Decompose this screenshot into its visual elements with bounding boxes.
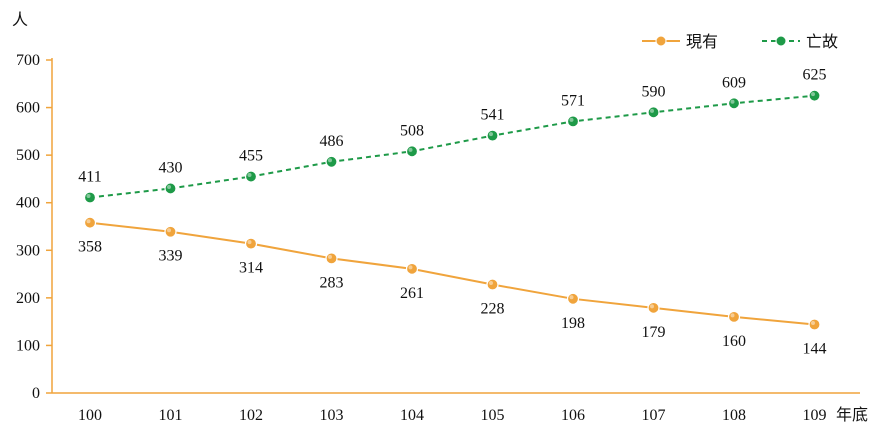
axes (46, 58, 860, 394)
x-tick-label: 107 (642, 407, 666, 424)
x-axis-label: 年底 (836, 405, 868, 424)
data-point-highlight (650, 108, 654, 113)
series-1: 358 339 314 283 261 228 198 179 160 144 (78, 216, 827, 357)
data-point-highlight (167, 228, 171, 233)
data-point (244, 170, 258, 183)
data-point-highlight (730, 99, 735, 104)
data-label: 571 (561, 92, 585, 109)
data-point (647, 301, 660, 314)
data-point-highlight (86, 219, 91, 224)
data-label: 358 (78, 239, 102, 256)
data-point (325, 155, 338, 168)
data-label: 283 (320, 274, 344, 291)
data-point (647, 106, 660, 119)
data-point-highlight (167, 184, 171, 189)
data-label: 179 (642, 324, 666, 341)
data-point-highlight (811, 320, 815, 325)
x-tick-label: 101 (159, 407, 183, 424)
legend: 現有 亡故 (642, 32, 838, 51)
legend-marker (655, 35, 667, 47)
y-tick-label: 100 (16, 337, 40, 354)
data-point-highlight (328, 254, 332, 259)
data-point-highlight (569, 295, 574, 300)
y-tick-label: 300 (16, 242, 40, 259)
x-tick-label: 100 (78, 407, 102, 424)
data-point (486, 278, 499, 291)
legend-item-2: 亡故 (762, 32, 838, 51)
x-tick-label: 108 (722, 407, 746, 424)
data-point-highlight (247, 173, 252, 178)
x-tick-label: 103 (320, 407, 344, 424)
data-label: 198 (561, 315, 585, 332)
data-point (486, 129, 499, 142)
data-label: 261 (400, 285, 424, 302)
legend-label: 現有 (686, 32, 718, 51)
legend-label: 亡故 (806, 32, 838, 51)
data-label: 144 (803, 340, 827, 357)
data-label: 508 (400, 122, 424, 139)
y-tick-label: 400 (16, 195, 40, 212)
y-tick-label: 500 (16, 147, 40, 164)
data-label: 228 (481, 301, 505, 318)
series-2: 411 430 455 486 508 541 571 590 609 625 (78, 67, 827, 204)
data-label: 314 (239, 260, 263, 277)
data-label: 430 (159, 159, 183, 176)
data-point (808, 89, 821, 102)
data-point (405, 145, 419, 158)
data-point (164, 225, 177, 238)
data-point-highlight (569, 117, 574, 122)
data-label: 339 (159, 248, 183, 265)
y-tick-label: 700 (16, 52, 40, 69)
data-point (83, 191, 97, 204)
data-point (164, 182, 177, 195)
data-point (325, 252, 338, 265)
data-label: 455 (239, 148, 263, 165)
data-point-highlight (247, 240, 252, 245)
legend-item-1: 現有 (642, 32, 718, 51)
data-point-highlight (489, 132, 493, 137)
x-tick-labels: 100 101 102 103 104 105 106 107 108 109 (78, 407, 827, 424)
data-point (727, 310, 741, 323)
data-point-highlight (730, 313, 735, 318)
data-point (727, 97, 741, 110)
y-tick-labels: 0 100 200 300 400 500 600 700 (16, 52, 40, 402)
data-label: 541 (481, 107, 505, 124)
x-tick-label: 102 (239, 407, 263, 424)
data-point (566, 115, 580, 128)
data-point-highlight (811, 92, 815, 97)
data-point-highlight (328, 158, 332, 163)
data-point-highlight (86, 193, 91, 198)
y-axis-label: 人 (12, 10, 28, 29)
data-point (566, 292, 580, 305)
data-label: 625 (803, 67, 827, 84)
data-point (808, 318, 821, 331)
x-tick-label: 106 (561, 407, 585, 424)
data-point-highlight (408, 147, 413, 152)
data-point-highlight (650, 304, 654, 309)
x-tick-label: 109 (803, 407, 827, 424)
data-point (244, 237, 258, 250)
data-point (405, 262, 419, 275)
y-tick-label: 200 (16, 290, 40, 307)
data-point (83, 216, 97, 229)
data-label: 590 (642, 83, 666, 100)
data-label: 160 (722, 333, 746, 350)
data-label: 411 (78, 168, 101, 185)
y-tick-label: 600 (16, 100, 40, 117)
y-tick-label: 0 (32, 385, 40, 402)
series-line (89, 221, 815, 326)
data-label: 486 (320, 133, 344, 150)
data-point-highlight (408, 265, 413, 270)
legend-marker (775, 35, 787, 47)
x-tick-label: 105 (481, 407, 505, 424)
data-point-highlight (489, 281, 493, 286)
series-line (89, 94, 815, 199)
x-tick-label: 104 (400, 407, 424, 424)
data-label: 609 (722, 74, 746, 91)
